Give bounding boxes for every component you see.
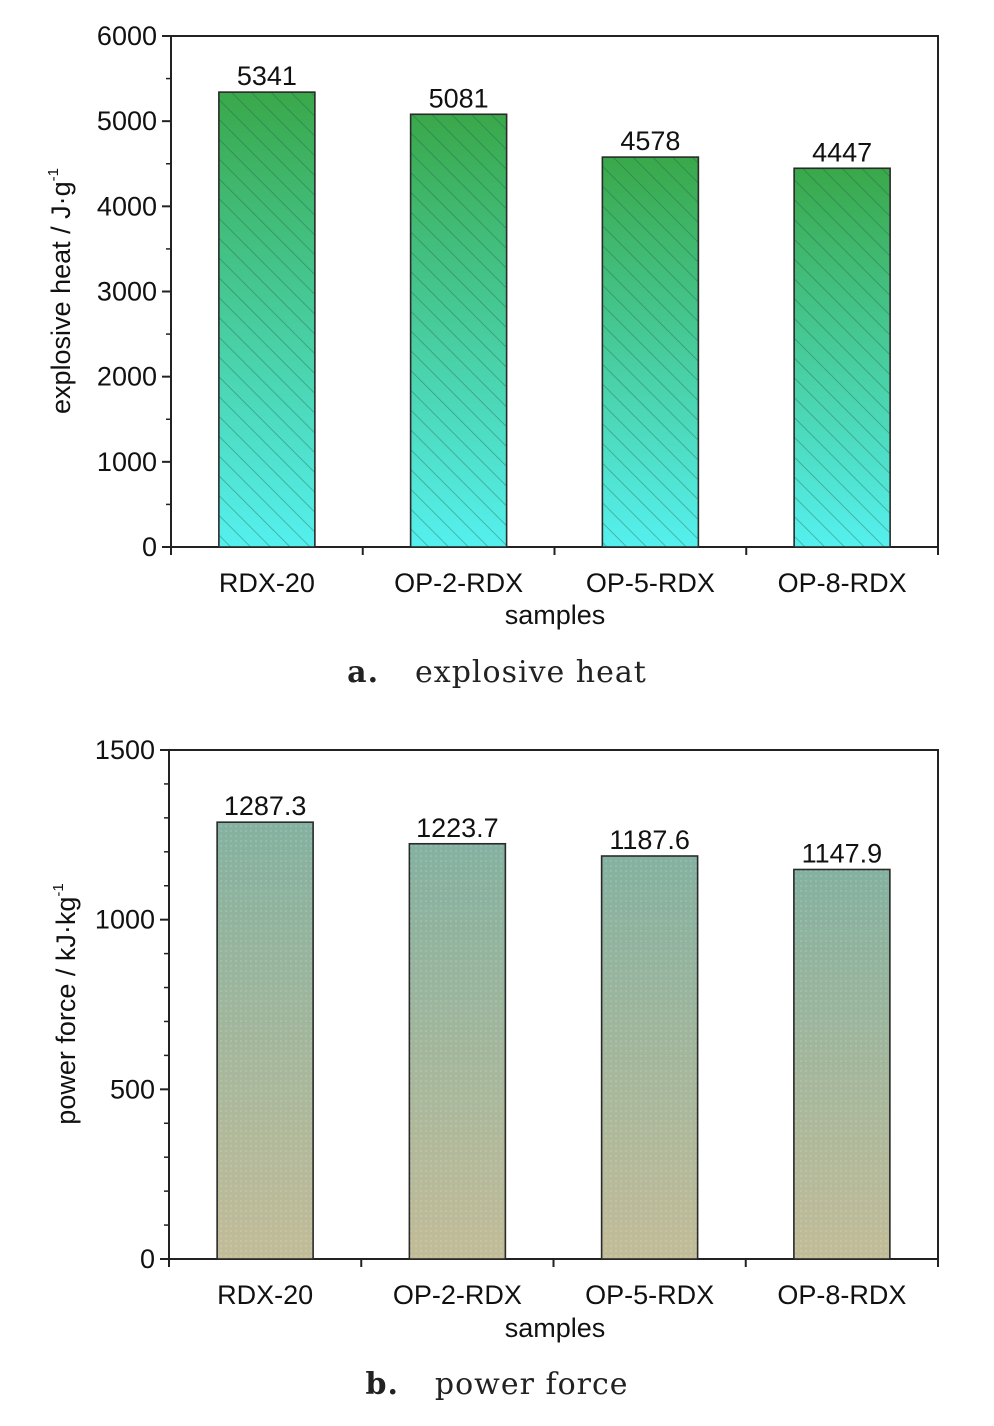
caption-text: explosive heat bbox=[415, 655, 647, 690]
bar-rdx-20 bbox=[218, 91, 316, 548]
bar-op-5-rdx bbox=[600, 855, 699, 1260]
y-tick-label: 3000 bbox=[97, 277, 157, 307]
bar-outline bbox=[601, 156, 700, 548]
data-label: 1287.3 bbox=[224, 791, 307, 821]
bars: 5341 5081 4578 4447 bbox=[218, 61, 891, 548]
x-axis: RDX-20 OP-2-RDX OP-5-RDX OP-8-RDX bbox=[170, 547, 939, 598]
x-tick-label: OP-5-RDX bbox=[585, 1280, 714, 1310]
x-tick-label: RDX-20 bbox=[219, 568, 315, 598]
bar-outline bbox=[216, 821, 314, 1260]
chart-power-force: 0 500 1000 1500 RDX-20 OP-2-RDX OP-5-RDX OP-8-… bbox=[50, 735, 939, 1343]
y-tick-label: 0 bbox=[142, 532, 157, 562]
bar-texture bbox=[217, 822, 314, 1259]
bar-outline bbox=[793, 868, 891, 1260]
data-label: 5341 bbox=[237, 61, 297, 91]
x-axis-title: samples bbox=[505, 1313, 606, 1343]
bar-outline bbox=[408, 842, 507, 1260]
caption-letter: b. bbox=[365, 1367, 399, 1402]
bar-texture bbox=[794, 168, 891, 547]
data-label: 5081 bbox=[429, 83, 489, 113]
data-label: 1187.6 bbox=[609, 825, 690, 855]
data-label: 4578 bbox=[620, 126, 680, 156]
bar-op-2-rdx bbox=[408, 842, 507, 1260]
y-axis: 0 500 1000 1500 bbox=[95, 735, 169, 1274]
data-label: 1223.7 bbox=[416, 813, 499, 843]
y-tick-label: 6000 bbox=[97, 21, 157, 51]
caption-letter: a. bbox=[347, 655, 380, 690]
bar-texture bbox=[602, 157, 699, 547]
bar-op-2-rdx bbox=[409, 113, 508, 548]
bar-texture bbox=[218, 92, 315, 548]
data-label: 1147.9 bbox=[802, 838, 883, 868]
y-tick-label: 2000 bbox=[97, 362, 157, 392]
bar-outline bbox=[218, 91, 316, 548]
caption-b: b. power force bbox=[0, 1367, 994, 1402]
y-tick-label: 1000 bbox=[95, 905, 155, 935]
y-axis-title: power force / kJ·kg-1 bbox=[50, 883, 81, 1124]
x-tick-label: OP-5-RDX bbox=[586, 568, 715, 598]
bar-texture bbox=[601, 856, 698, 1259]
bar-op-5-rdx bbox=[601, 156, 700, 548]
x-axis: RDX-20 OP-2-RDX OP-5-RDX OP-8-RDX bbox=[168, 1259, 939, 1310]
bar-outline bbox=[600, 855, 699, 1260]
y-tick-label: 0 bbox=[140, 1244, 155, 1274]
chart-explosive-heat: 0 1000 2000 3000 4000 5000 6000 RDX-20 OP-2-RDX… bbox=[45, 21, 939, 630]
y-tick-label: 1500 bbox=[95, 735, 155, 765]
y-axis: 0 1000 2000 3000 4000 5000 6000 bbox=[97, 21, 171, 562]
x-axis-title: samples bbox=[505, 600, 606, 630]
bar-texture bbox=[410, 114, 507, 548]
caption-text: power force bbox=[434, 1367, 629, 1402]
caption-a: a. explosive heat bbox=[0, 655, 994, 690]
bar-outline bbox=[793, 167, 891, 548]
x-tick-label: OP-8-RDX bbox=[778, 568, 907, 598]
data-label: 4447 bbox=[812, 137, 872, 167]
y-axis-title: explosive heat / J·g-1 bbox=[45, 168, 76, 414]
y-tick-label: 5000 bbox=[97, 106, 157, 136]
x-tick-label: OP-2-RDX bbox=[394, 568, 523, 598]
bar-op-8-rdx bbox=[793, 868, 891, 1260]
bar-rdx-20 bbox=[216, 821, 314, 1260]
x-tick-label: OP-8-RDX bbox=[777, 1280, 906, 1310]
y-tick-label: 4000 bbox=[97, 191, 157, 221]
bar-outline bbox=[409, 113, 508, 548]
bar-texture bbox=[793, 869, 890, 1259]
y-tick-label: 1000 bbox=[97, 447, 157, 477]
bar-op-8-rdx bbox=[793, 167, 891, 548]
x-tick-label: OP-2-RDX bbox=[393, 1280, 522, 1310]
x-tick-label: RDX-20 bbox=[217, 1280, 313, 1310]
bars: 1287.3 1223.7 1187.6 1147.9 bbox=[216, 791, 891, 1260]
y-tick-label: 500 bbox=[110, 1074, 155, 1104]
bar-texture bbox=[409, 843, 506, 1259]
